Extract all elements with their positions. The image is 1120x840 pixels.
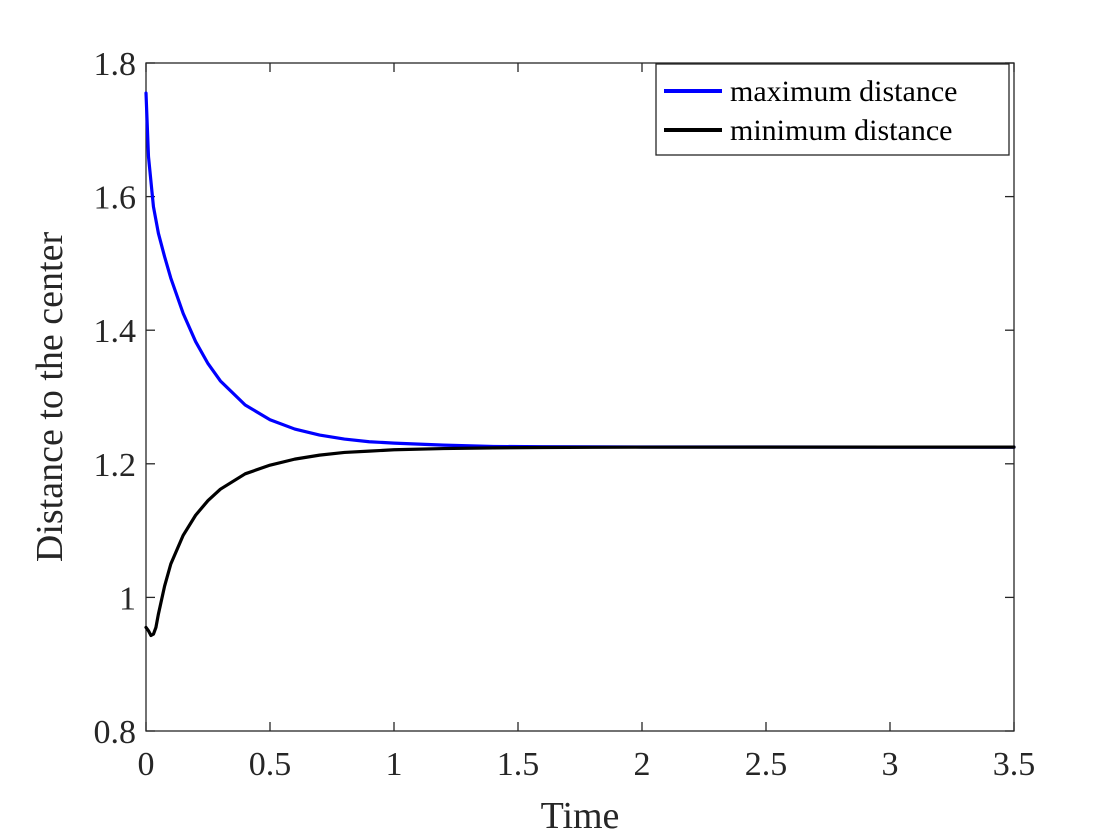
series-line-minimum-distance: [144, 445, 1016, 638]
x-tick-label: 1: [386, 746, 403, 783]
legend-label-maximum-distance: maximum distance: [730, 75, 957, 108]
y-tick-label: 1.6: [94, 180, 137, 217]
x-tick-label: 0: [138, 746, 155, 783]
y-tick-labels: 0.8 1 1.2 1.4 1.6 1.8: [94, 46, 137, 751]
x-tick-label: 3: [882, 746, 899, 783]
series-layer: [144, 91, 1016, 638]
x-tick-label: 3.5: [993, 746, 1036, 783]
x-tick-label: 2.5: [745, 746, 788, 783]
x-tick-label: 0.5: [249, 746, 292, 783]
y-tick-label: 1.4: [94, 313, 137, 350]
y-tick-label: 1.8: [94, 46, 137, 83]
legend-label-minimum-distance: minimum distance: [730, 114, 952, 147]
y-tick-label: 1: [119, 580, 136, 617]
y-tick-label: 1.2: [94, 447, 137, 484]
plot-area: [145, 62, 1015, 732]
y-axis-label: Distance to the center: [29, 232, 71, 563]
x-tick-labels: 0 0.5 1 1.5 2 2.5 3 3.5: [138, 746, 1036, 783]
legend: maximum distance minimum distance: [655, 63, 1010, 156]
x-axis-label: Time: [541, 795, 620, 837]
x-tick-label: 2: [634, 746, 651, 783]
x-tick-label: 1.5: [497, 746, 540, 783]
y-tick-label: 0.8: [94, 714, 137, 751]
legend-box: [655, 63, 1010, 156]
